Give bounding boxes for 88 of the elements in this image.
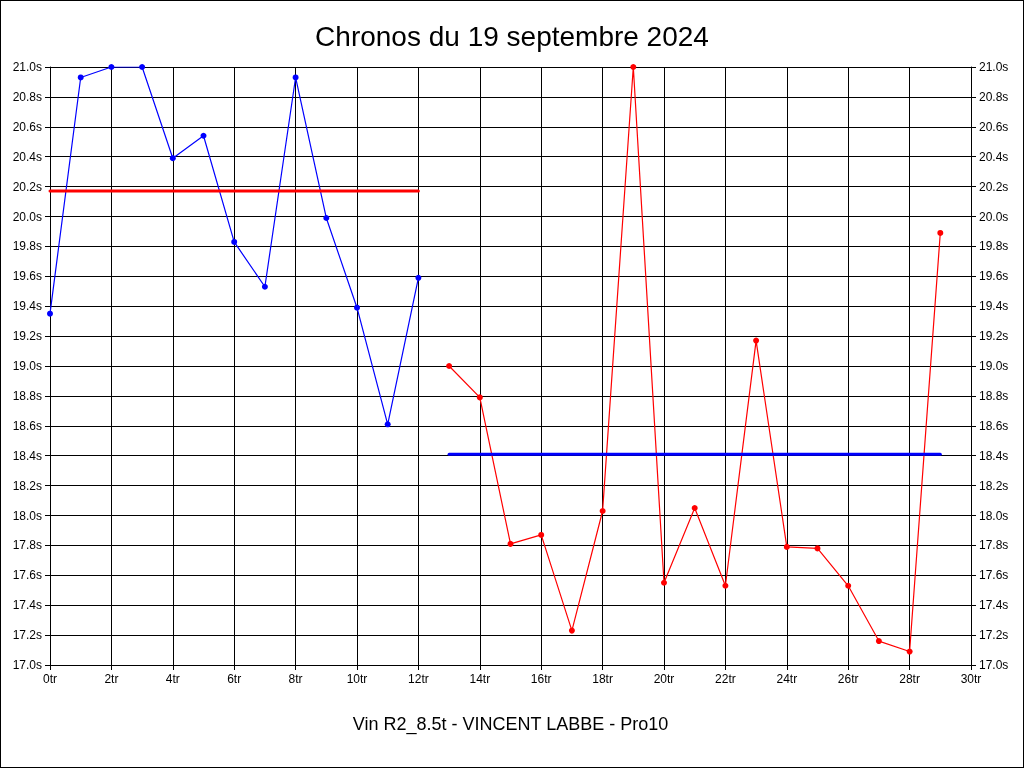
y2-tick-label: 19.6s	[979, 269, 1009, 284]
y-tick-label: 18.0s	[12, 508, 42, 523]
x-tick-label: 24tr	[776, 672, 798, 686]
point	[783, 543, 790, 550]
y2-tick-label: 18.8s	[979, 388, 1009, 403]
point	[753, 337, 760, 344]
point	[139, 64, 146, 70]
point	[630, 64, 637, 70]
x-tick-label: 16tr	[530, 672, 552, 686]
point	[599, 508, 606, 515]
y2-tick-label: 21.0s	[979, 60, 1009, 74]
y-tick-label: 18.6s	[12, 418, 42, 433]
point	[476, 394, 483, 401]
x-axis-title: Vin R2_8.5t - VINCENT LABBE - Pro10	[352, 714, 669, 735]
x-tick-label: 18tr	[592, 672, 613, 686]
y-tick-label: 19.8s	[12, 239, 42, 254]
y2-tick-label: 20.8s	[979, 89, 1009, 104]
x-tick-label: 28tr	[899, 672, 920, 686]
y2-tick-label: 17.8s	[979, 538, 1009, 553]
y-tick-label: 17.0s	[12, 658, 42, 672]
point	[691, 505, 698, 512]
y2-tick-label: 18.4s	[979, 448, 1009, 463]
point	[722, 582, 729, 589]
y2-tick-label: 19.2s	[979, 329, 1009, 344]
y-tick-label: 19.4s	[12, 299, 42, 314]
x-tick-label: 2tr	[104, 672, 119, 686]
y-tick-label: 18.8s	[12, 388, 42, 403]
x-tick-label: 4tr	[165, 672, 180, 686]
point	[937, 229, 944, 236]
y-tick-label: 17.6s	[12, 568, 42, 583]
y-tick-label: 20.2s	[12, 179, 42, 194]
y2-tick-label: 19.0s	[979, 359, 1009, 373]
y-tick-label: 19.0s	[12, 359, 42, 373]
x-tick-label: 12tr	[408, 672, 429, 686]
point	[354, 304, 360, 311]
y-tick-label: 20.4s	[12, 149, 42, 164]
point	[446, 363, 453, 369]
y-tick-label: 19.6s	[12, 269, 42, 284]
y2-tick-label: 17.4s	[979, 598, 1009, 613]
point	[568, 627, 575, 634]
point	[292, 74, 299, 81]
x-tick-label: 6tr	[227, 672, 242, 686]
y2-tick-label: 19.4s	[979, 299, 1009, 314]
x-tick-label: 10tr	[346, 672, 368, 686]
y2-tick-label: 18.0s	[979, 508, 1009, 523]
chart-title: Chronos du 19 septembre 2024	[315, 20, 709, 52]
y2-tick-label: 20.2s	[979, 179, 1009, 194]
y-tick-label: 17.8s	[12, 538, 42, 553]
point	[200, 132, 207, 139]
x-tick-label: 22tr	[715, 672, 736, 686]
x-tick-label: 0tr	[42, 672, 58, 686]
point	[47, 310, 53, 317]
x-tick-label: 20tr	[653, 672, 675, 686]
point	[845, 582, 852, 589]
y2-tick-label: 20.4s	[979, 149, 1009, 164]
y2-tick-label: 17.2s	[979, 628, 1009, 643]
y-tick-label: 17.4s	[12, 598, 42, 613]
y2-tick-label: 17.6s	[979, 568, 1009, 583]
point	[231, 238, 238, 245]
point	[875, 638, 882, 645]
y-tick-label: 20.0s	[12, 209, 42, 224]
point	[507, 540, 514, 547]
x-tick-label: 30tr	[960, 672, 982, 686]
y-tick-label: 17.2s	[12, 628, 42, 643]
y2-tick-label: 20.0s	[979, 209, 1009, 224]
point	[384, 421, 391, 428]
y-tick-label: 20.8s	[12, 89, 42, 104]
x-tick-label: 8tr	[288, 672, 303, 686]
y-tick-label: 21.0s	[12, 60, 42, 74]
y2-tick-label: 19.8s	[979, 239, 1009, 254]
point	[261, 283, 268, 290]
point	[538, 531, 545, 538]
y2-tick-label: 20.6s	[979, 119, 1009, 134]
x-tick-label: 26tr	[837, 672, 859, 686]
y2-tick-label: 17.0s	[979, 658, 1009, 672]
point	[323, 215, 330, 221]
point	[108, 64, 115, 70]
point	[906, 648, 913, 655]
point	[415, 274, 422, 281]
y2-tick-label: 18.6s	[979, 418, 1009, 433]
point	[661, 579, 667, 586]
y-tick-label: 18.2s	[12, 478, 42, 493]
y-tick-label: 20.6s	[12, 119, 42, 134]
x-tick-label: 14tr	[469, 672, 491, 686]
y-tick-label: 18.4s	[12, 448, 42, 463]
y-tick-label: 19.2s	[12, 329, 42, 344]
y2-tick-label: 18.2s	[979, 478, 1009, 493]
point	[169, 155, 176, 162]
